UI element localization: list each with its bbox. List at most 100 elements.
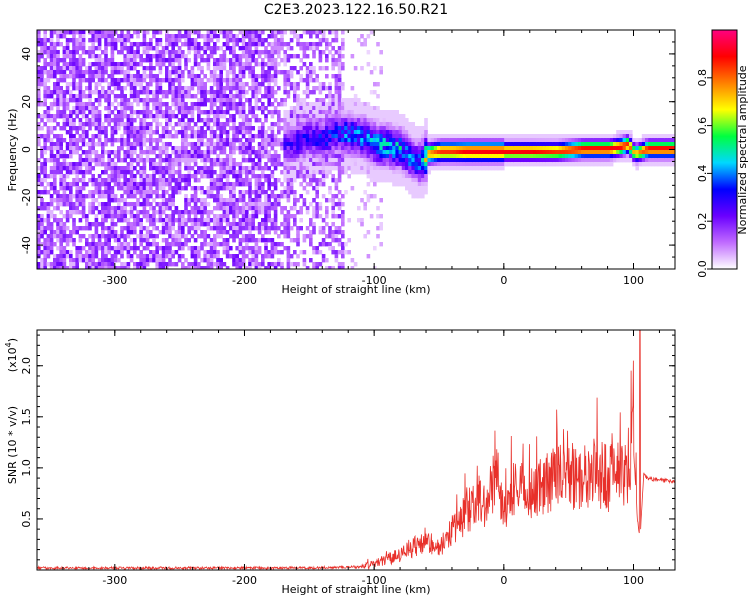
heatmap-cell (123, 74, 127, 79)
heatmap-cell (161, 258, 166, 263)
heatmap-cell (261, 106, 265, 111)
heatmap-cell (136, 186, 140, 191)
heatmap-cell (270, 134, 275, 139)
heatmap-cell (283, 178, 287, 183)
heatmap-cell (254, 250, 259, 255)
heatmap-cell (277, 118, 281, 123)
heatmap-cell (232, 258, 236, 263)
heatmap-cell (187, 38, 191, 43)
heatmap-cell (88, 210, 92, 215)
heatmap-cell (177, 94, 182, 99)
heatmap-cell (149, 138, 153, 143)
heatmap-cell (104, 94, 108, 99)
heatmap-cell (203, 222, 207, 227)
heatmap-cell (94, 54, 99, 59)
heatmap-cell (129, 110, 134, 115)
heatmap-cell (216, 206, 220, 211)
heatmap-cell (254, 198, 259, 203)
heatmap-cell (379, 222, 383, 227)
heatmap-cell (203, 254, 207, 259)
heatmap-cell (161, 90, 166, 95)
heatmap-cell (53, 234, 57, 239)
heatmap-cell (251, 170, 255, 175)
heatmap-cell (197, 78, 201, 83)
heatmap-cell (133, 110, 137, 115)
heatmap-cell (40, 242, 44, 247)
heatmap-cell (158, 138, 163, 143)
heatmap-cell (123, 98, 127, 103)
heatmap-cell (107, 30, 111, 35)
heatmap-cell (216, 218, 220, 223)
heatmap-cell (88, 30, 92, 35)
heatmap-cell (309, 162, 313, 167)
heatmap-cell (75, 206, 79, 211)
heatmap-cell (216, 186, 220, 191)
heatmap-cell (190, 234, 195, 239)
heatmap-cell (203, 202, 207, 207)
heatmap-cell (277, 178, 281, 183)
heatmap-cell (341, 234, 345, 239)
heatmap-cell (181, 246, 185, 251)
heatmap-cell (168, 170, 172, 175)
heatmap-cell (257, 162, 262, 167)
heatmap-cell (529, 162, 534, 167)
heatmap-cell (213, 198, 217, 203)
heatmap-cell (318, 90, 323, 95)
heatmap-cell (40, 150, 44, 155)
heatmap-cell (222, 238, 227, 243)
heatmap-cell (270, 102, 275, 107)
heatmap-cell (235, 78, 239, 83)
heatmap-cell (430, 142, 435, 147)
heatmap-cell (248, 62, 252, 67)
heatmap-cell (53, 182, 57, 187)
heatmap-cell (120, 106, 124, 111)
heatmap-cell (347, 158, 351, 163)
heatmap-cell (72, 86, 76, 91)
heatmap-cell (305, 266, 310, 269)
heatmap-cell (283, 142, 287, 147)
heatmap-cell (497, 142, 502, 147)
heatmap-cell (494, 142, 499, 147)
heatmap-cell (203, 122, 207, 127)
heatmap-cell (513, 138, 518, 143)
heatmap-cell (142, 234, 147, 239)
heatmap-cell (411, 130, 415, 135)
heatmap-cell (69, 126, 73, 131)
heatmap-cell (145, 90, 150, 95)
heatmap-cell (373, 170, 377, 175)
heatmap-cell (315, 266, 319, 269)
heatmap-cell (302, 90, 307, 95)
heatmap-cell (37, 174, 41, 179)
heatmap-cell (293, 166, 297, 171)
heatmap-cell (245, 138, 249, 143)
heatmap-cell (75, 66, 79, 71)
heatmap-cell (53, 262, 57, 267)
heatmap-cell (401, 118, 406, 123)
heatmap-cell (181, 146, 185, 151)
heatmap-cell (369, 158, 374, 163)
heatmap-cell (549, 162, 553, 167)
heatmap-cell (350, 186, 355, 191)
heatmap-cell (309, 238, 313, 243)
heatmap-cell (248, 46, 252, 51)
heatmap-cell (91, 198, 95, 203)
heatmap-cell (270, 226, 275, 231)
heatmap-cell (190, 210, 195, 215)
heatmap-cell (302, 126, 307, 131)
heatmap-cell (392, 110, 396, 115)
heatmap-cell (238, 162, 243, 167)
heatmap-cell (43, 178, 47, 183)
heatmap-cell (248, 58, 252, 63)
heatmap-cell (379, 150, 383, 155)
heatmap-cell (110, 178, 115, 183)
heatmap-cell (91, 50, 95, 55)
heatmap-cell (273, 194, 278, 199)
heatmap-cell (152, 118, 156, 123)
heatmap-cell (382, 150, 387, 155)
heatmap-cell (49, 126, 54, 131)
heatmap-cell (321, 174, 326, 179)
heatmap-cell (145, 194, 150, 199)
heatmap-cell (376, 118, 380, 123)
heatmap-cell (270, 138, 275, 143)
heatmap-cell (145, 182, 150, 187)
